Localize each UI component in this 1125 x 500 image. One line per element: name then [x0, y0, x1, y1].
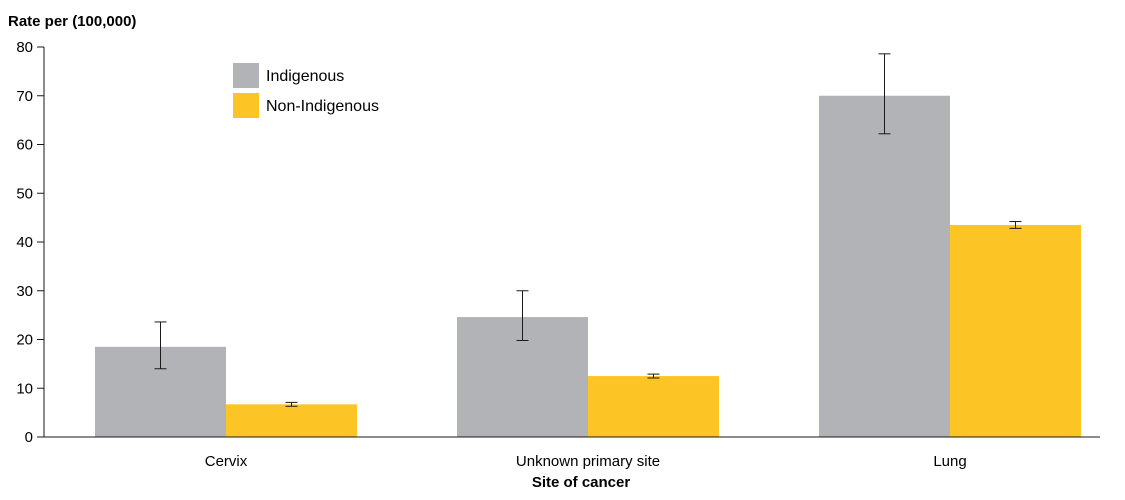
y-tick-label: 50: [16, 185, 33, 202]
y-tick-label: 10: [16, 380, 33, 397]
x-axis: Cervix Unknown primary site Lung: [205, 453, 967, 470]
x-tick-label: Cervix: [205, 453, 248, 470]
legend-swatch: [233, 93, 259, 118]
y-axis: 0 10 20 30 40 50 60 70 80: [16, 39, 44, 446]
error-bars: [154, 53, 1022, 407]
bar-indigenous-lung: [819, 95, 950, 437]
error-bar: [154, 321, 167, 370]
legend-label: Non-Indigenous: [266, 98, 379, 115]
y-axis-label: Rate per (100,000): [8, 13, 136, 30]
bar-non-indigenous-unknown-primary-site: [588, 376, 719, 437]
legend-label: Indigenous: [266, 68, 344, 85]
bars: [95, 95, 1081, 437]
bar-non-indigenous-cervix: [226, 404, 357, 437]
x-tick-label: Lung: [933, 453, 966, 470]
x-tick-label: Unknown primary site: [516, 453, 660, 470]
y-tick-label: 80: [16, 39, 33, 56]
x-axis-label: Site of cancer: [532, 474, 631, 491]
error-bar: [647, 373, 660, 379]
legend-swatch: [233, 63, 259, 88]
y-tick-label: 0: [25, 429, 33, 446]
axes: [37, 47, 1100, 438]
y-tick-label: 30: [16, 283, 33, 300]
y-tick-label: 60: [16, 137, 33, 154]
y-tick-label: 40: [16, 234, 33, 251]
bar-non-indigenous-lung: [950, 224, 1081, 437]
error-bar: [878, 53, 891, 135]
legend: Indigenous Non-Indigenous: [233, 63, 379, 118]
error-bar: [1009, 221, 1022, 229]
error-bar: [516, 290, 529, 341]
y-tick-label: 70: [16, 88, 33, 105]
error-bar: [285, 401, 298, 407]
y-tick-label: 20: [16, 332, 33, 349]
